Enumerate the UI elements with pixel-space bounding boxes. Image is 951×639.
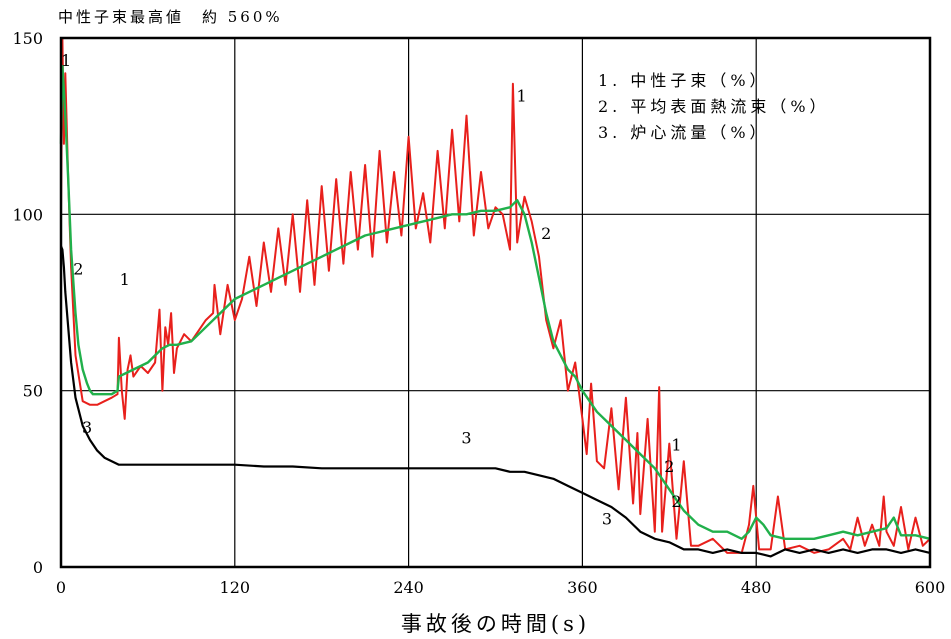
x-axis-label: 事故後の時間(s): [401, 612, 590, 636]
x-tick-label: 0: [56, 578, 66, 597]
curve-annotations: 1 1 1 1 2 2 2 2 3 3 3: [61, 51, 682, 529]
legend-entry-2: 2. 平均表面熱流束（%）: [598, 97, 830, 116]
x-tick-label: 240: [393, 578, 424, 597]
curve-label-2: 2: [671, 492, 681, 511]
y-tick-label: 100: [12, 205, 43, 224]
curve-label-2: 2: [541, 224, 551, 243]
legend-entry-3: 3. 炉心流量（%）: [598, 123, 770, 142]
curve-label-1: 1: [61, 51, 71, 70]
curve-label-3: 3: [82, 418, 92, 437]
series-3-line: [59, 245, 931, 558]
x-tick-label: 600: [915, 578, 946, 597]
curve-label-1: 1: [120, 270, 130, 289]
legend: 1. 中性子束（%） 2. 平均表面熱流束（%） 3. 炉心流量（%）: [598, 71, 830, 142]
curve-label-3: 3: [602, 510, 612, 529]
peak-neutron-note: 中性子束最高値 約 560%: [58, 8, 283, 26]
curve-label-2: 2: [664, 457, 674, 476]
legend-entry-1: 1. 中性子束（%）: [598, 71, 770, 90]
x-tick-label: 480: [741, 578, 772, 597]
x-tick-label: 120: [220, 578, 251, 597]
curve-label-1: 1: [517, 87, 527, 106]
plot-frame: [59, 36, 932, 569]
curve-label-3: 3: [461, 429, 471, 448]
y-tick-label: 50: [23, 382, 43, 401]
series-1-line: [60, 37, 931, 554]
series-layer: [59, 37, 931, 558]
y-tick-label: 150: [12, 29, 43, 48]
grid: [61, 38, 930, 567]
tick-labels: 0 120 240 360 480 600 0 50 100 150: [12, 29, 945, 597]
series-2-line: [59, 64, 931, 540]
y-tick-label: 0: [33, 558, 43, 577]
x-tick-label: 360: [567, 578, 598, 597]
curve-label-2: 2: [73, 259, 83, 278]
curve-label-1: 1: [671, 436, 681, 455]
